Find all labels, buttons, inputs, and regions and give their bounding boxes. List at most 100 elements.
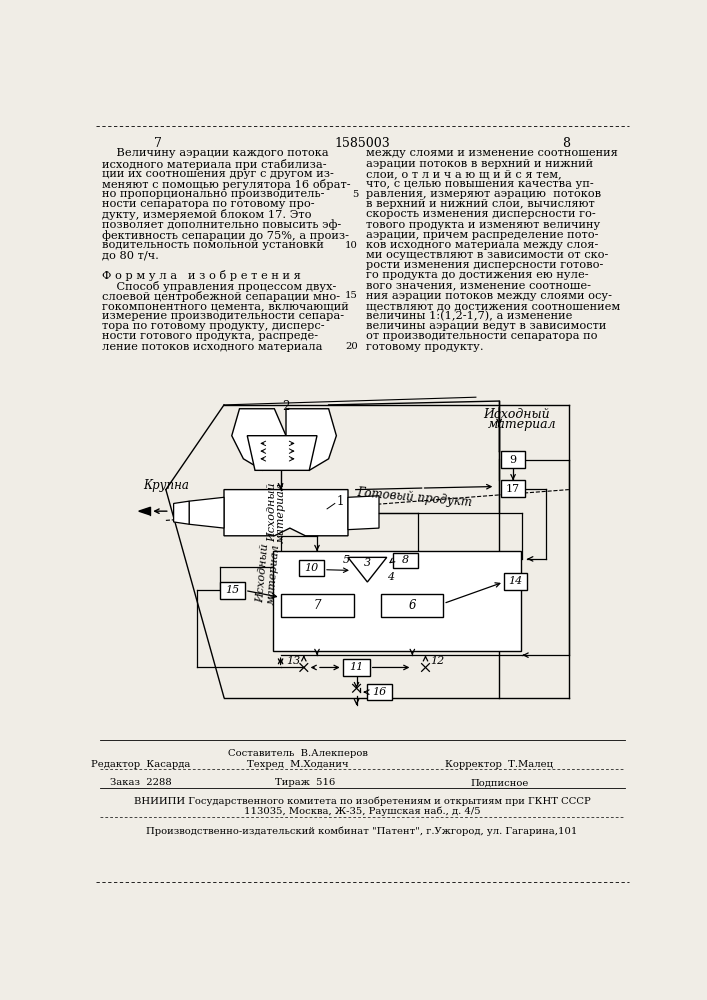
Text: материал: материал (488, 418, 556, 431)
Text: готовому продукту.: готовому продукту. (366, 342, 484, 352)
Text: Исходный
материал: Исходный материал (255, 542, 281, 605)
Text: до 80 т/ч.: до 80 т/ч. (103, 250, 159, 260)
Text: 2: 2 (282, 400, 290, 413)
Bar (281, 594, 354, 617)
Text: ление потоков исходного материала: ление потоков исходного материала (103, 342, 323, 352)
Text: 7: 7 (154, 137, 162, 150)
Text: Ф о р м у л а   и з о б р е т е н и я: Ф о р м у л а и з о б р е т е н и я (103, 270, 301, 281)
Text: Корректор  Т.Малец: Корректор Т.Малец (445, 760, 553, 769)
Bar (501, 451, 525, 468)
Text: ции их соотношения друг с другом из-: ции их соотношения друг с другом из- (103, 169, 334, 179)
Text: равления, измеряют аэрацию  потоков: равления, измеряют аэрацию потоков (366, 189, 601, 199)
Text: 7: 7 (313, 599, 321, 612)
Polygon shape (348, 496, 379, 530)
Text: исходного материала при стабилиза-: исходного материала при стабилиза- (103, 159, 327, 170)
Text: 13: 13 (286, 656, 301, 666)
Text: Подписное: Подписное (470, 778, 528, 787)
Text: материал: материал (276, 482, 286, 543)
Text: 10: 10 (305, 563, 319, 573)
Text: рости изменения дисперсности готово-: рости изменения дисперсности готово- (366, 260, 603, 270)
Text: скорость изменения дисперсности го-: скорость изменения дисперсности го- (366, 209, 595, 219)
Text: ности готового продукта, распреде-: ности готового продукта, распреде- (103, 331, 318, 341)
Text: аэрации потоков в верхний и нижний: аэрации потоков в верхний и нижний (366, 159, 593, 169)
Bar (220, 582, 245, 599)
Polygon shape (348, 557, 387, 582)
Text: водительность помольной установки: водительность помольной установки (103, 240, 325, 250)
Text: ществляют до достижения соотношением: ществляют до достижения соотношением (366, 301, 620, 311)
Text: гокомпонентного цемента, включающий: гокомпонентного цемента, включающий (103, 301, 349, 311)
Text: 6: 6 (409, 599, 416, 612)
Text: слои, о т л и ч а ю щ и й с я тем,: слои, о т л и ч а ю щ и й с я тем, (366, 169, 561, 179)
Bar (299, 560, 324, 576)
Text: меняют с помощью регулятора 16 обрат-: меняют с помощью регулятора 16 обрат- (103, 179, 351, 190)
Text: го продукта до достижения ею нуле-: го продукта до достижения ею нуле- (366, 270, 588, 280)
Text: что, с целью повышения качества уп-: что, с целью повышения качества уп- (366, 179, 594, 189)
Text: ности сепаратора по готовому про-: ности сепаратора по готовому про- (103, 199, 315, 209)
Bar (381, 594, 443, 617)
Text: в верхний и нижний слои, вычисляют: в верхний и нижний слои, вычисляют (366, 199, 595, 209)
Text: Тираж  516: Тираж 516 (275, 778, 336, 787)
Text: 4: 4 (387, 572, 394, 582)
Polygon shape (286, 409, 337, 470)
Text: ния аэрации потоков между слоями осу-: ния аэрации потоков между слоями осу- (366, 291, 612, 301)
Text: 15: 15 (345, 291, 358, 300)
Text: между слоями и изменение соотношения: между слоями и изменение соотношения (366, 148, 618, 158)
Bar (393, 553, 418, 568)
Text: 5: 5 (343, 555, 351, 565)
Text: Производственно-издательский комбинат "Патент", г.Ужгород, ул. Гагарина,101: Производственно-издательский комбинат "П… (146, 826, 578, 836)
Text: тового продукта и изменяют величину: тового продукта и изменяют величину (366, 220, 600, 230)
Text: ков исходного материала между слоя-: ков исходного материала между слоя- (366, 240, 598, 250)
Text: Способ управления процессом двух-: Способ управления процессом двух- (103, 281, 337, 292)
Text: 10: 10 (345, 241, 358, 250)
Polygon shape (232, 409, 286, 470)
Bar (368, 684, 392, 700)
Text: Исходный: Исходный (267, 483, 277, 542)
Text: ми осуществляют в зависимости от ско-: ми осуществляют в зависимости от ско- (366, 250, 608, 260)
Text: 16: 16 (373, 687, 387, 697)
Text: Величину аэрации каждого потока: Величину аэрации каждого потока (103, 148, 329, 158)
Bar (343, 659, 370, 676)
Bar (504, 573, 527, 590)
Text: Крупна: Крупна (144, 479, 189, 492)
Text: Готовый продукт: Готовый продукт (356, 486, 472, 509)
Text: 113035, Москва, Ж-35, Раушская наб., д. 4/5: 113035, Москва, Ж-35, Раушская наб., д. … (244, 807, 480, 816)
Text: 3: 3 (364, 558, 371, 568)
Text: 15: 15 (226, 585, 240, 595)
Text: от производительности сепаратора по: от производительности сепаратора по (366, 331, 597, 341)
Polygon shape (174, 501, 189, 524)
Text: 5: 5 (351, 190, 358, 199)
Text: 14: 14 (508, 576, 522, 586)
Text: Исходный: Исходный (484, 408, 550, 421)
Text: 9: 9 (510, 455, 517, 465)
Text: 8: 8 (563, 137, 571, 150)
Text: аэрации, причем распределение пото-: аэрации, причем распределение пото- (366, 230, 598, 240)
Text: измерение производительности сепара-: измерение производительности сепара- (103, 311, 344, 321)
Text: 17: 17 (506, 484, 520, 494)
Text: тора по готовому продукту, дисперс-: тора по готовому продукту, дисперс- (103, 321, 325, 331)
Text: величины аэрации ведут в зависимости: величины аэрации ведут в зависимости (366, 321, 606, 331)
Text: 20: 20 (345, 342, 358, 351)
Text: Редактор  Касарда: Редактор Касарда (91, 760, 191, 769)
Polygon shape (224, 490, 348, 536)
Text: 1: 1 (337, 495, 344, 508)
Text: 12: 12 (430, 656, 444, 666)
Text: ВНИИПИ Государственного комитета по изобретениям и открытиям при ГКНТ СССР: ВНИИПИ Государственного комитета по изоб… (134, 797, 590, 806)
Text: вого значения, изменение соотноше-: вого значения, изменение соотноше- (366, 281, 591, 291)
Bar (273, 551, 521, 651)
Polygon shape (189, 497, 224, 528)
Text: 11: 11 (349, 662, 363, 672)
Text: слоевой центробежной сепарации мно-: слоевой центробежной сепарации мно- (103, 291, 341, 302)
Bar (501, 480, 525, 497)
Text: 8: 8 (402, 555, 409, 565)
Text: величины 1:(1,2-1,7), а изменение: величины 1:(1,2-1,7), а изменение (366, 311, 572, 321)
Text: Составитель  В.Алекперов: Составитель В.Алекперов (228, 749, 368, 758)
Text: дукту, измеряемой блоком 17. Это: дукту, измеряемой блоком 17. Это (103, 209, 312, 220)
Text: Заказ  2288: Заказ 2288 (110, 778, 172, 787)
Text: позволяет дополнительно повысить эф-: позволяет дополнительно повысить эф- (103, 220, 341, 230)
Text: Техред  М.Ходанич: Техред М.Ходанич (247, 760, 349, 769)
Text: 1585003: 1585003 (334, 137, 390, 150)
Text: фективность сепарации до 75%, а произ-: фективность сепарации до 75%, а произ- (103, 230, 349, 241)
Polygon shape (247, 436, 317, 470)
Text: но пропорционально производитель-: но пропорционально производитель- (103, 189, 325, 199)
Polygon shape (139, 507, 151, 515)
